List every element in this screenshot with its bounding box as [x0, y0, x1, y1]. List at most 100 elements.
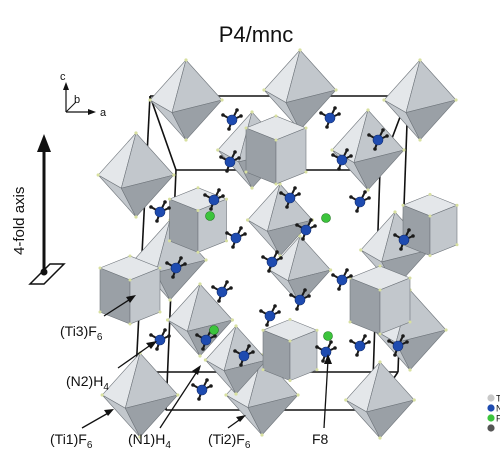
fluorine-vertex [158, 310, 162, 314]
hydrogen-atom [149, 333, 153, 337]
unit-cell-edge [149, 95, 177, 171]
hydrogen-atom [411, 234, 415, 238]
annotation-n1h4: (N1)H4 [128, 365, 201, 451]
nitrogen-atom [226, 114, 238, 126]
nitrogen-atom [170, 262, 182, 274]
hydrogen-atom [197, 397, 201, 401]
fluorine-vertex [250, 110, 254, 114]
nh4-ion [367, 128, 389, 151]
axis-c-label: c [60, 71, 66, 83]
hydrogen-atom [407, 228, 411, 232]
nh4-ion [195, 328, 217, 351]
ammonium-layer [149, 106, 415, 401]
nitrogen-atom [200, 334, 212, 346]
fluorine-vertex [288, 339, 292, 343]
legend-label: T [496, 394, 500, 404]
hydrogen-atom [229, 286, 233, 290]
fluorine-vertex [408, 276, 412, 280]
svg-text:(Ti2)F6: (Ti2)F6 [208, 431, 251, 451]
nh4-ion [279, 186, 301, 209]
tif6-octahedron [148, 58, 224, 142]
ti1f6-label: (Ti1)F [50, 431, 87, 447]
nh4-ion [349, 334, 371, 357]
fluorine-vertex [378, 332, 382, 336]
hydrogen-atom [385, 134, 389, 138]
hydrogen-atom [265, 323, 269, 327]
fluorine-vertex [348, 320, 352, 324]
fluorine-vertex [393, 210, 397, 214]
fluorine-vertex [134, 215, 138, 219]
fourfold-axis-label: 4-fold axis [11, 187, 28, 255]
fluorine-vertex [428, 192, 432, 196]
axes-indicator: c b a [60, 71, 107, 119]
fluorine-atom [321, 213, 331, 223]
nh4-ion [289, 288, 311, 311]
nh4-ion [225, 226, 247, 249]
n1h4-subscript: 4 [165, 440, 171, 451]
octahedron-face [223, 359, 268, 395]
nitrogen-atom [354, 196, 366, 208]
fluorine-vertex [274, 182, 278, 186]
fluorine-vertex [428, 214, 432, 218]
hydrogen-atom [325, 125, 329, 129]
unit-cell-edge [135, 95, 151, 373]
ti3f6-label: (Ti3)F [60, 323, 97, 339]
fluorine-vertex [329, 268, 333, 272]
nitrogen-atom [230, 232, 242, 244]
fluorine-vertex [168, 298, 172, 302]
fluorine-vertex [172, 173, 176, 177]
fluorine-vertex [298, 234, 302, 238]
tif6-octahedron [100, 351, 180, 439]
hydrogen-atom [349, 195, 353, 199]
hydrogen-atom [163, 200, 167, 204]
hydrogen-atom [237, 156, 241, 160]
hydrogen-atom [195, 333, 199, 337]
nh4-ion [211, 280, 233, 303]
hydrogen-atom [345, 148, 349, 152]
hydrogen-atom [373, 147, 377, 151]
annotation-ti2f6: (Ti2)F6 [208, 415, 251, 451]
hydrogen-atom [259, 309, 263, 313]
tif6-octahedron [262, 48, 338, 132]
nitrogen-atom [264, 310, 276, 322]
legend-label: N [496, 404, 500, 414]
fluorine-vertex [378, 264, 382, 268]
fluorine-vertex [166, 318, 170, 322]
annotation-f8: F8 [312, 354, 332, 447]
n2h4-subscript: 4 [103, 382, 109, 393]
octahedron-face [120, 174, 175, 218]
ti2f6-label: (Ti2)F [208, 431, 245, 447]
nh4-ion [233, 344, 255, 367]
hydrogen-atom [349, 274, 353, 278]
nitrogen-atom [372, 134, 384, 146]
fluorine-vertex [196, 250, 200, 254]
nh4-ion [393, 228, 415, 251]
nh4-ion [349, 190, 371, 213]
nh4-ion [203, 188, 225, 211]
nitrogen-atom [208, 194, 220, 206]
fluorine-vertex [418, 58, 422, 62]
nitrogen-atom [238, 350, 250, 362]
ti3f6-subscript: 6 [97, 332, 103, 343]
hydrogen-atom [329, 340, 333, 344]
nh4-ion [295, 218, 317, 241]
hydrogen-atom [337, 112, 341, 116]
hydrogen-atom [367, 340, 371, 344]
hydrogen-atom [355, 353, 359, 357]
octahedron-face [395, 329, 447, 371]
tif6-octahedron [344, 360, 416, 440]
octahedra-layer [96, 48, 458, 440]
hydrogen-atom [313, 224, 317, 228]
nitrogen-atom [336, 154, 348, 166]
nitrogen-atom [154, 206, 166, 218]
hydrogen-atom [345, 268, 349, 272]
hydrogen-atom [213, 334, 217, 338]
fluorine-vertex [334, 88, 338, 92]
hydrogen-atom [225, 280, 229, 284]
hydrogen-atom [217, 299, 221, 303]
hydrogen-atom [355, 209, 359, 213]
hydrogen-atom [315, 345, 319, 349]
hydrogen-atom [205, 378, 209, 382]
hydrogen-atom [279, 191, 283, 195]
